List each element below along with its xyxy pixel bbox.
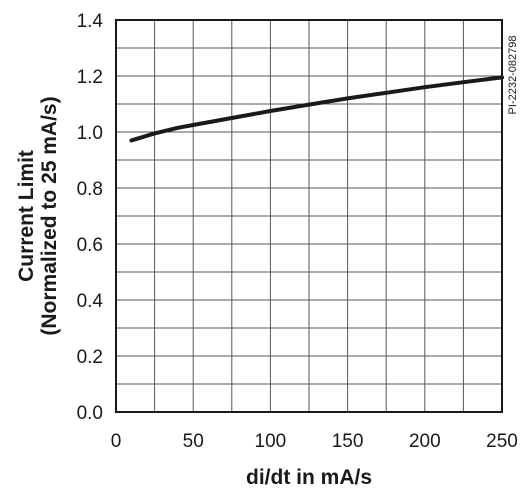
y-tick-label: 1.0: [77, 123, 103, 144]
grid: [116, 20, 502, 412]
x-tick-label: 150: [332, 431, 364, 452]
x-tick-label: 100: [255, 431, 287, 452]
y-tick-label: 0.4: [77, 291, 104, 312]
x-tick-label: 0: [111, 431, 122, 452]
plot-frame: [115, 19, 503, 413]
figure-code-label: PI-2232-082798: [507, 36, 519, 115]
y-tick-label: 0.2: [77, 347, 103, 368]
y-tick-label: 0.6: [77, 235, 103, 256]
x-axis-ticks: 0 50 100 150 200 250: [111, 431, 518, 452]
y-tick-label: 1.4: [77, 11, 104, 32]
x-tick-label: 250: [486, 431, 518, 452]
y-tick-label: 0.8: [77, 179, 103, 200]
x-axis-title: di/dt in mA/s: [246, 466, 372, 489]
y-axis-title-line2: (Normalized to 25 mA/s): [38, 96, 61, 335]
y-axis-ticks: 0.0 0.2 0.4 0.6 0.8 1.0 1.2 1.4: [77, 11, 104, 424]
x-tick-label: 50: [183, 431, 204, 452]
series-layer: [129, 75, 504, 143]
x-tick-label: 200: [409, 431, 441, 452]
y-tick-label: 0.0: [77, 403, 103, 424]
y-axis-title-line1: Current Limit: [15, 150, 38, 282]
series-line: [129, 75, 504, 143]
y-tick-label: 1.2: [77, 67, 103, 88]
